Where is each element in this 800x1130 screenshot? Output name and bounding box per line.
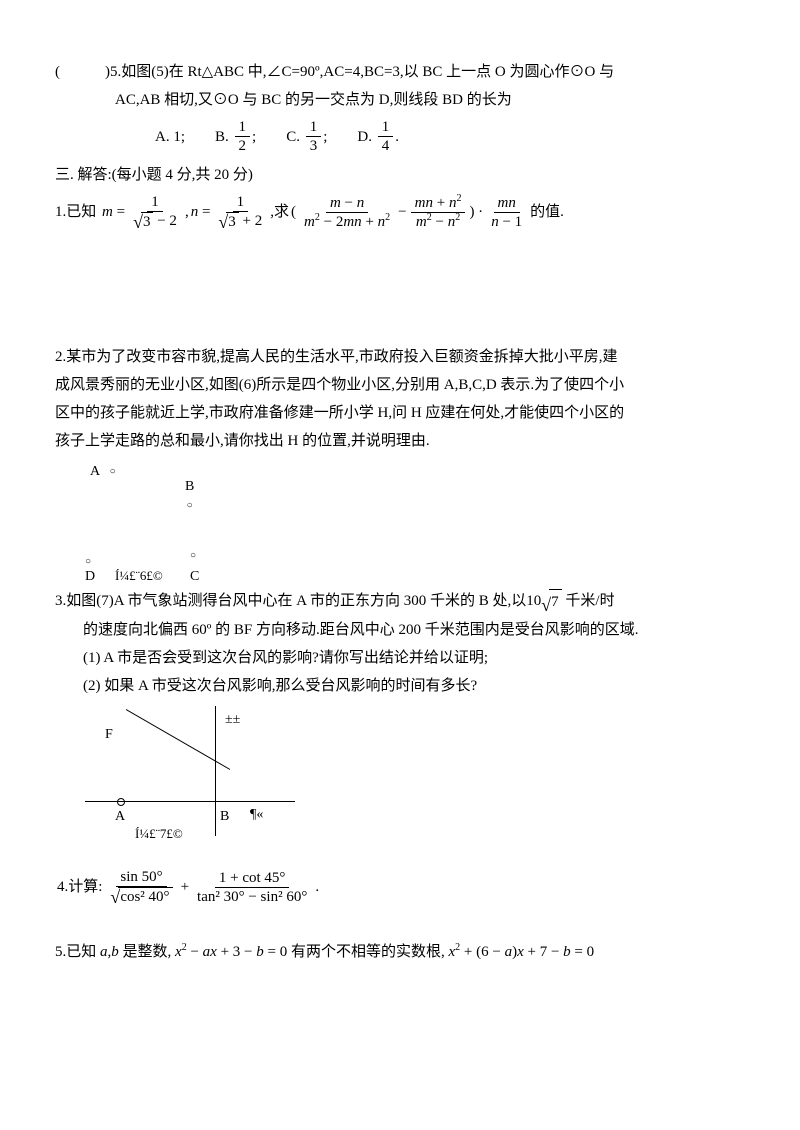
figure-7: F A B ±± ¶« Í¼£¨7£© <box>85 706 305 846</box>
q1-m-frac: 1 √3 − 2 <box>129 193 181 231</box>
q5b: 5.已知 a,b 是整数, x2 − ax + 3 − b = 0 有两个不相等… <box>55 940 745 964</box>
pt-a-circle <box>117 798 125 806</box>
frac-b: 1 2 <box>235 118 251 155</box>
fig7-caption: Í¼£¨7£© <box>135 824 183 845</box>
fig6-caption: Í¼£¨6£© <box>115 566 163 587</box>
lbl-a: A <box>115 806 125 828</box>
q3-sqrt: √7 <box>541 589 561 614</box>
q5-line2: AC,AB 相切,又⊙O 与 BC 的另一交点为 D,则线段 BD 的长为 <box>55 88 745 112</box>
choice-a: A. 1; <box>155 125 185 149</box>
q3-l3: (1) A 市是否会受到这次台风的影响?请你写出结论并给以证明; <box>55 646 745 670</box>
q2-l3: 区中的孩子能就近上学,市政府准备修建一所小学 H,问 H 应建在何处,才能使四个… <box>55 401 745 425</box>
section-3-header: 三. 解答:(每小题 4 分,共 20 分) <box>55 163 745 187</box>
q2-l2: 成风景秀丽的无业小区,如图(6)所示是四个物业小区,分别用 A,B,C,D 表示… <box>55 373 745 397</box>
lbl-east: ¶« <box>250 804 263 826</box>
q1-n-frac: 1 √3 + 2 <box>214 193 266 231</box>
q2-l4: 孩子上学走路的总和最小,请你找出 H 的位置,并说明理由. <box>55 429 745 453</box>
q4-frac1: sin 50° √cos² 40° <box>106 868 176 906</box>
axis-y <box>215 706 216 836</box>
q1-frac3: mn n − 1 <box>487 194 526 231</box>
frac-d: 1 4 <box>378 118 394 155</box>
q5-line1: ( )5.如图(5)在 Rt△ABC 中,∠C=90º,AC=4,BC=3,以 … <box>55 60 745 84</box>
pt-c: ○ <box>190 551 196 561</box>
q1-frac1: m − n m2 − 2mn + n2 <box>300 194 394 231</box>
lbl-f: F <box>105 724 113 746</box>
frac-c: 1 3 <box>306 118 322 155</box>
q3-l2: 的速度向北偏西 60º 的 BF 方向移动.距台风中心 200 千米范围内是受台… <box>55 618 745 642</box>
q4-frac2: 1 + cot 45° tan² 30° − sin² 60° <box>193 869 311 906</box>
choice-d: D. 1 4 . <box>357 118 399 155</box>
choice-c: C. 1 3 ; <box>286 118 327 155</box>
q4: 4.计算: sin 50° √cos² 40° + 1 + cot 45° ta… <box>57 868 319 906</box>
q3-l4: (2) 如果 A 市受这次台风影响,那么受台风影响的时间有多长? <box>55 674 745 698</box>
q5-prefix: ( )5. <box>55 64 121 80</box>
q1: 1.已知 m = 1 √3 − 2 , n = 1 √3 + 2 ,求 ( m … <box>55 193 564 231</box>
q2-l1: 2.某市为了改变市容市貌,提高人民的生活水平,市政府投入巨额资金拆掉大批小平房,… <box>55 345 745 369</box>
q5-choices: A. 1; B. 1 2 ; C. 1 3 ; D. 1 4 . <box>55 118 745 155</box>
pt-a: A ○ <box>90 461 116 483</box>
q3-l1: 3.如图(7)A 市气象站测得台风中心在 A 市的正东方向 300 千米的 B … <box>55 589 745 614</box>
q1-frac2: mn + n2 m2 − n2 <box>411 194 466 231</box>
figure-6: A ○ B○ ○ D ○ C Í¼£¨6£© <box>85 461 285 581</box>
q5-text1: 如图(5)在 Rt△ABC 中,∠C=90º,AC=4,BC=3,以 BC 上一… <box>121 64 614 80</box>
lbl-north: ±± <box>225 709 240 731</box>
lbl-b: B <box>220 806 229 828</box>
pt-b: B○ <box>185 476 194 511</box>
choice-b: B. 1 2 ; <box>215 118 256 155</box>
